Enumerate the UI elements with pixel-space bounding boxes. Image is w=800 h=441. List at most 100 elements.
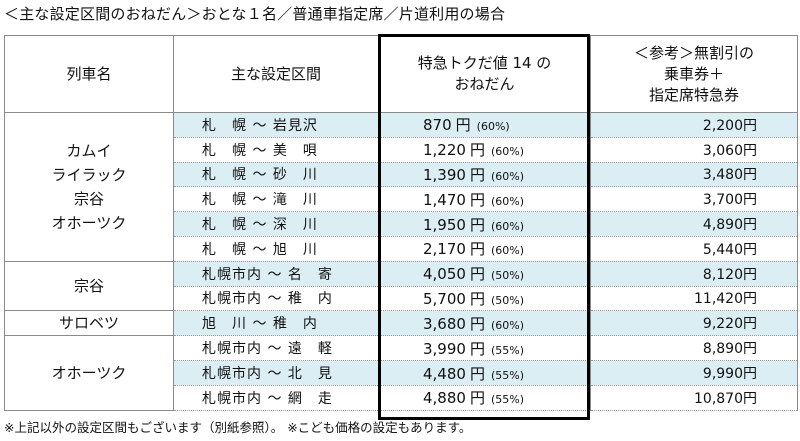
tilde: ～ xyxy=(252,117,268,134)
section-from: 旭 川 xyxy=(202,316,247,333)
section-cell: 札 幌 ～ 美 唄 xyxy=(173,136,379,163)
reference-price: 3,480 xyxy=(702,167,743,184)
reference-price-cell: 9,220円 xyxy=(590,310,798,337)
yen-unit: 円 xyxy=(743,366,757,383)
price-cell: 4,880 円 (55%) xyxy=(378,384,591,411)
section-cell: 旭 川 ～ 稚 内 xyxy=(173,310,379,337)
price-cell: 1,950 円 (60%) xyxy=(378,211,591,237)
section-from: 札幌市内 xyxy=(202,291,262,308)
yen-unit: 円 xyxy=(743,192,757,209)
train-name-line: オホーツク xyxy=(51,364,127,383)
section-to: 北 見 xyxy=(287,366,333,383)
discount-rate: (60%) xyxy=(476,120,510,134)
table-row: オホーツク 札幌市内 ～ 遠 軽 3,990 円 (55%) 8,890円 xyxy=(4,335,798,411)
yen-unit: 円 xyxy=(469,289,485,308)
table-row: カムイ ライラック 宗谷 オホーツク札 幌 ～ 岩見沢 870 円 (60%) 2,200円 xyxy=(4,112,798,262)
train-name-line: サロベツ xyxy=(58,314,119,333)
price-cell: 1,220 円 (60%) xyxy=(378,136,591,163)
section-cell: 札幌市内 ～ 北 見 xyxy=(173,360,379,386)
header-price-line1: 特急トクだ値 14 の xyxy=(417,54,552,72)
table-row: サロベツ旭 川 ～ 稚 内 3,680 円 (60%) 9,220円 xyxy=(4,310,798,337)
price-cell: 4,050 円 (50%) xyxy=(378,260,591,287)
section-from: 札幌市内 xyxy=(202,341,262,358)
header-ref-line1: ＜参考＞無割引の xyxy=(633,43,754,62)
section-to: 深 川 xyxy=(272,217,318,234)
train-name: カムイ ライラック 宗谷 オホーツク xyxy=(4,112,174,262)
reference-price-cell: 2,200円 xyxy=(590,112,798,138)
yen-unit: 円 xyxy=(455,116,471,135)
tilde: ～ xyxy=(267,390,283,407)
discount-rate: (55%) xyxy=(490,368,525,382)
section-cell: 札 幌 ～ 深 川 xyxy=(173,211,379,237)
discount-rate: (60%) xyxy=(490,318,525,332)
tilde: ～ xyxy=(252,192,268,209)
discount-rate: (60%) xyxy=(490,244,525,258)
yen-unit: 円 xyxy=(743,291,757,308)
yen-unit: 円 xyxy=(743,241,757,258)
price-value: 1,220 xyxy=(423,141,466,160)
footnote: ※上記以外の設定区間もございます（別紙参照）。 ※こども価格の設定もあります。 xyxy=(4,420,472,435)
train-name-line: 宗谷 xyxy=(73,189,104,208)
reference-price: 8,890 xyxy=(702,341,743,358)
reference-price-cell: 8,890円 xyxy=(590,335,798,362)
yen-unit: 円 xyxy=(743,117,757,134)
yen-unit: 円 xyxy=(469,364,485,383)
header-ref-line2: 乗車券＋ xyxy=(663,64,724,83)
reference-price: 2,200 xyxy=(702,117,743,134)
section-cell: 札 幌 ～ 岩見沢 xyxy=(173,112,379,138)
reference-price-cell: 3,480円 xyxy=(590,161,798,188)
reference-price: 3,060 xyxy=(702,142,743,159)
price-cell: 870 円 (60%) xyxy=(378,112,591,138)
section-cell: 札幌市内 ～ 遠 軽 xyxy=(173,335,379,362)
tilde: ～ xyxy=(252,241,268,258)
reference-price: 3,700 xyxy=(702,192,743,209)
table-row: 札 幌 ～ 美 唄 1,220 円 (60%) 3,060円 xyxy=(5,136,798,163)
tilde: ～ xyxy=(267,366,283,383)
price-value: 4,050 xyxy=(423,265,466,284)
section-cell: 札 幌 ～ 砂 川 xyxy=(173,161,379,188)
reference-price: 9,220 xyxy=(702,316,743,333)
yen-unit: 円 xyxy=(469,265,485,284)
header-price: 特急トクだ値 14 のおねだん xyxy=(378,35,591,113)
tilde: ～ xyxy=(252,316,268,333)
tilde: ～ xyxy=(252,142,268,159)
section-to: 遠 軽 xyxy=(287,341,333,358)
fare-table: 列車名 主な設定区間 特急トクだ値 14 のおねだん ＜参考＞無割引の 乗車券＋ 指… xyxy=(4,35,798,411)
discount-rate: (60%) xyxy=(490,194,525,208)
page-title: ＜主な設定区間のおねだん＞おとな１名／普通車指定席／片道利用の場合 xyxy=(4,5,506,23)
yen-unit: 円 xyxy=(469,215,485,234)
reference-price: 5,440 xyxy=(702,241,743,258)
section-cell: 札幌市内 ～ 網 走 xyxy=(173,384,379,411)
table-row: 札幌市内 ～ 北 見 4,480 円 (55%) 9,990円 xyxy=(5,360,798,386)
section-from: 札幌市内 xyxy=(202,366,262,383)
yen-unit: 円 xyxy=(469,240,485,259)
tilde: ～ xyxy=(267,291,283,308)
price-cell: 5,700 円 (50%) xyxy=(378,285,591,312)
price-value: 4,880 xyxy=(423,389,466,408)
price-value: 3,990 xyxy=(423,339,466,358)
reference-price-cell: 3,060円 xyxy=(590,136,798,163)
yen-unit: 円 xyxy=(469,165,485,184)
reference-price-cell: 11,420円 xyxy=(590,285,798,312)
price-value: 2,170 xyxy=(423,240,466,259)
price-value: 870 xyxy=(423,116,452,135)
section-cell: 札幌市内 ～ 稚 内 xyxy=(173,285,379,312)
table-row: 札 幌 ～ 深 川 1,950 円 (60%) 4,890円 xyxy=(5,211,798,237)
train-name: オホーツク xyxy=(4,335,174,411)
discount-rate: (50%) xyxy=(490,293,525,307)
price-value: 1,470 xyxy=(423,190,466,209)
discount-rate: (50%) xyxy=(490,269,525,283)
yen-unit: 円 xyxy=(469,190,485,209)
section-cell: 札 幌 ～ 旭 川 xyxy=(173,235,379,262)
reference-price-cell: 3,700円 xyxy=(590,186,798,213)
price-value: 1,950 xyxy=(423,215,466,234)
discount-rate: (55%) xyxy=(490,393,525,407)
section-cell: 札幌市内 ～ 名 寄 xyxy=(173,260,379,287)
section-to: 砂 川 xyxy=(272,167,318,184)
section-to: 名 寄 xyxy=(287,266,333,283)
price-cell: 1,470 円 (60%) xyxy=(378,186,591,213)
yen-unit: 円 xyxy=(469,141,485,160)
yen-unit: 円 xyxy=(469,314,485,333)
train-name: サロベツ xyxy=(4,310,174,337)
discount-rate: (60%) xyxy=(490,219,525,233)
